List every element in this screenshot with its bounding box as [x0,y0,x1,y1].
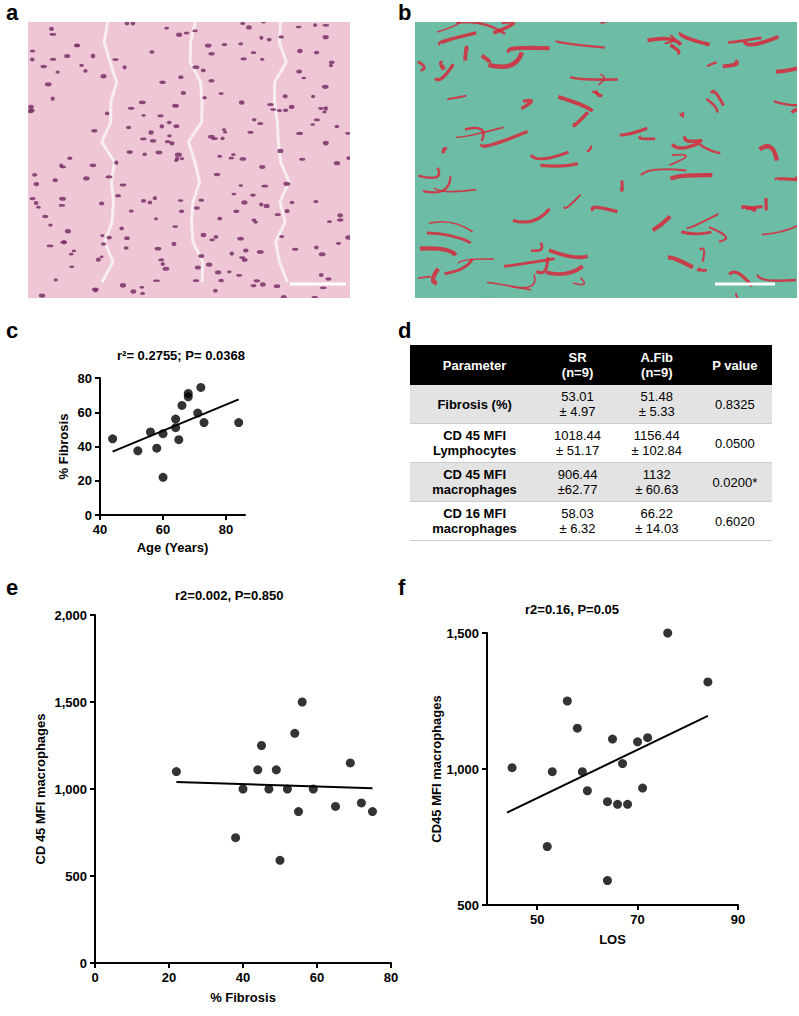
html-text:macrophages: macrophages [432,482,517,497]
html-text:906.44: 906.44 [557,467,598,482]
svg-text:LOS: LOS [599,932,626,947]
svg-text:50: 50 [530,912,544,927]
svg-text:80: 80 [219,522,233,537]
svg-text:1,000: 1,000 [54,782,87,797]
html-text:A.Fib: A.Fib [640,350,673,365]
html-text:53.01: 53.01 [561,389,594,404]
svg-text:40: 40 [236,970,250,985]
svg-text:60: 60 [310,970,324,985]
html-text:0.6020: 0.6020 [714,513,755,529]
svg-text:60: 60 [156,522,170,537]
svg-text:40: 40 [78,439,92,454]
svg-text:CD45 MFI macrophages: CD45 MFI macrophages [429,695,444,842]
svg-text:60: 60 [78,405,92,420]
svg-text:0: 0 [80,956,87,971]
html-text:(n=9): (n=9) [641,365,673,380]
html-text:± 102.84: ± 102.84 [631,443,682,458]
svg-text:90: 90 [731,912,745,927]
svg-text:0: 0 [85,508,92,523]
svg-text:20: 20 [162,970,176,985]
html-text:± 51.17: ± 51.17 [555,443,600,458]
html-text:d: d [398,318,412,343]
html-text:0.0500: 0.0500 [714,435,755,451]
svg-text:CD 45 MFI macrophages: CD 45 MFI macrophages [33,714,48,865]
svg-text:2,000: 2,000 [54,608,87,623]
svg-text:0: 0 [91,970,98,985]
svg-text:80: 80 [384,970,398,985]
svg-text:% Fibrosis: % Fibrosis [210,990,276,1005]
html-text:Lymphocytes: Lymphocytes [432,443,517,458]
svg-text:% Fibrosis: % Fibrosis [56,414,71,480]
html-text:± 5.33: ± 5.33 [638,404,675,419]
html-text:macrophages: macrophages [432,521,517,536]
svg-text:r2=0.002, P=0.850: r2=0.002, P=0.850 [175,588,283,603]
html-text:1132: 1132 [642,467,671,482]
svg-text:40: 40 [93,522,107,537]
html-text:SR: SR [568,350,587,365]
html-text:± 6.32: ± 6.32 [559,521,596,536]
html-text:CD 45 MFI: CD 45 MFI [443,428,506,443]
html-text:Parameter: Parameter [442,357,507,373]
html-text:CD 45 MFI: CD 45 MFI [443,467,506,482]
svg-text:1,000: 1,000 [446,762,479,777]
svg-text:80: 80 [78,371,92,386]
html-text:f: f [398,575,406,600]
html-text:c: c [6,318,19,343]
html-text:CD 16 MFI: CD 16 MFI [443,506,506,521]
svg-text:r2=0.16, P=0.05: r2=0.16, P=0.05 [525,602,619,617]
html-text:(n=9): (n=9) [561,365,594,380]
svg-text:Age (Years): Age (Years) [137,540,209,555]
html-text:0.0200*: 0.0200* [712,474,758,490]
html-text:±62.77: ±62.77 [557,482,598,497]
html-text:51.48: 51.48 [640,389,673,404]
html-text:58.03: 58.03 [561,506,594,521]
html-text:1018.44: 1018.44 [554,428,601,443]
html-text:P value: P value [712,357,758,373]
html-text:1156.44: 1156.44 [633,428,680,443]
html-text:e: e [6,575,19,600]
html-text:b: b [398,0,412,25]
html-text:0.8325: 0.8325 [714,396,755,412]
svg-text:1,500: 1,500 [54,695,87,710]
html-text:± 60.63: ± 60.63 [635,482,679,497]
svg-text:1,500: 1,500 [446,626,479,641]
html-text:± 14.03: ± 14.03 [635,521,679,536]
svg-text:20: 20 [78,473,92,488]
svg-text:500: 500 [65,869,87,884]
html-text:Fibrosis (%): Fibrosis (%) [437,396,512,412]
html-text:± 4.97: ± 4.97 [559,404,596,419]
html-text:66.22: 66.22 [640,506,673,521]
svg-text:70: 70 [630,912,644,927]
html-text:a: a [6,0,19,25]
svg-text:r²= 0.2755; P= 0.0368: r²= 0.2755; P= 0.0368 [117,348,245,363]
svg-text:500: 500 [457,898,479,913]
